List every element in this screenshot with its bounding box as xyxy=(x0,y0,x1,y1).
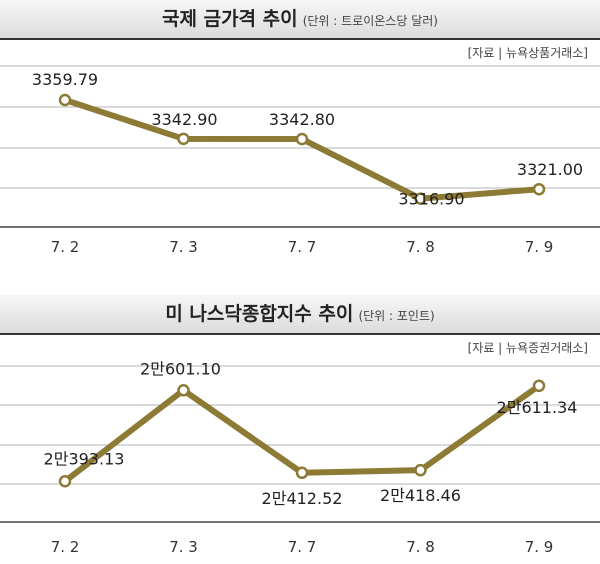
gold-data-point xyxy=(414,192,427,205)
nasdaq-x-tick-label: 7. 3 xyxy=(169,538,198,556)
nasdaq-x-tick-label: 7. 8 xyxy=(406,538,435,556)
gold-x-tick-label: 7. 3 xyxy=(169,238,198,256)
nasdaq-chart-unit-note: (단위 : 포인트) xyxy=(358,309,435,323)
nasdaq-x-tick-label: 7. 7 xyxy=(288,538,317,556)
gold-chart-header: 국제 금가격 추이 (단위 : 트로이온스당 달러) xyxy=(0,0,600,40)
nasdaq-chart-panel: 미 나스닥종합지수 추이 (단위 : 포인트) [자료 | 뉴욕증권거래소] 2… xyxy=(0,295,600,564)
gold-data-point xyxy=(177,132,190,146)
gold-chart-unit-note: (단위 : 트로이온스당 달러) xyxy=(302,14,438,28)
nasdaq-x-tick-label: 7. 9 xyxy=(525,538,554,556)
nasdaq-data-point xyxy=(295,466,309,480)
nasdaq-chart-plot: 2만393.13 2만601.10 2만412.52 2만418.46 2만611.34… xyxy=(0,359,600,556)
gold-value-label: 3342.80 xyxy=(269,110,335,129)
gold-chart-plot: 3359.79 3342.90 3342.80 3316.90 3321.00 7. 2 7… xyxy=(0,65,600,256)
gold-chart-source: [자료 | 뉴욕상품거래소] xyxy=(467,46,588,60)
nasdaq-value-label: 2만611.34 xyxy=(497,398,578,417)
gold-data-point xyxy=(58,93,72,107)
nasdaq-value-label: 2만412.52 xyxy=(262,489,343,508)
gold-value-label: 3342.90 xyxy=(151,110,217,129)
nasdaq-data-point xyxy=(177,384,190,397)
gold-chart-title: 국제 금가격 추이 (단위 : 트로이온스당 달러) xyxy=(0,0,600,40)
gold-x-tick-label: 7. 9 xyxy=(525,238,554,256)
nasdaq-data-point xyxy=(532,379,546,393)
nasdaq-chart-title: 미 나스닥종합지수 추이 (단위 : 포인트) xyxy=(0,295,600,335)
nasdaq-value-label: 2만601.10 xyxy=(140,359,221,378)
gold-price-chart-panel: 국제 금가격 추이 (단위 : 트로이온스당 달러) [자료 | 뉴욕상품거래소… xyxy=(0,0,600,256)
gold-x-tick-label: 7. 2 xyxy=(51,238,80,256)
nasdaq-chart-source: [자료 | 뉴욕증권거래소] xyxy=(467,341,588,355)
gold-data-point xyxy=(532,182,546,196)
gold-value-label: 3321.00 xyxy=(517,160,583,179)
nasdaq-value-label: 2만393.13 xyxy=(44,449,125,468)
gold-x-tick-label: 7. 7 xyxy=(288,238,317,256)
nasdaq-x-tick-label: 7. 2 xyxy=(51,538,80,556)
nasdaq-chart-header: 미 나스닥종합지수 추이 (단위 : 포인트) xyxy=(0,295,600,335)
nasdaq-data-point xyxy=(414,463,427,477)
gold-chart-title-main: 국제 금가격 추이 xyxy=(162,8,298,30)
gold-value-label: 3359.79 xyxy=(32,70,98,89)
gold-value-label: 3316.90 xyxy=(398,190,464,209)
nasdaq-value-label: 2만418.46 xyxy=(380,486,461,505)
gold-data-point xyxy=(295,132,309,146)
nasdaq-data-point xyxy=(58,475,72,488)
gold-x-tick-label: 7. 8 xyxy=(406,238,435,256)
nasdaq-chart-title-main: 미 나스닥종합지수 추이 xyxy=(165,303,354,325)
